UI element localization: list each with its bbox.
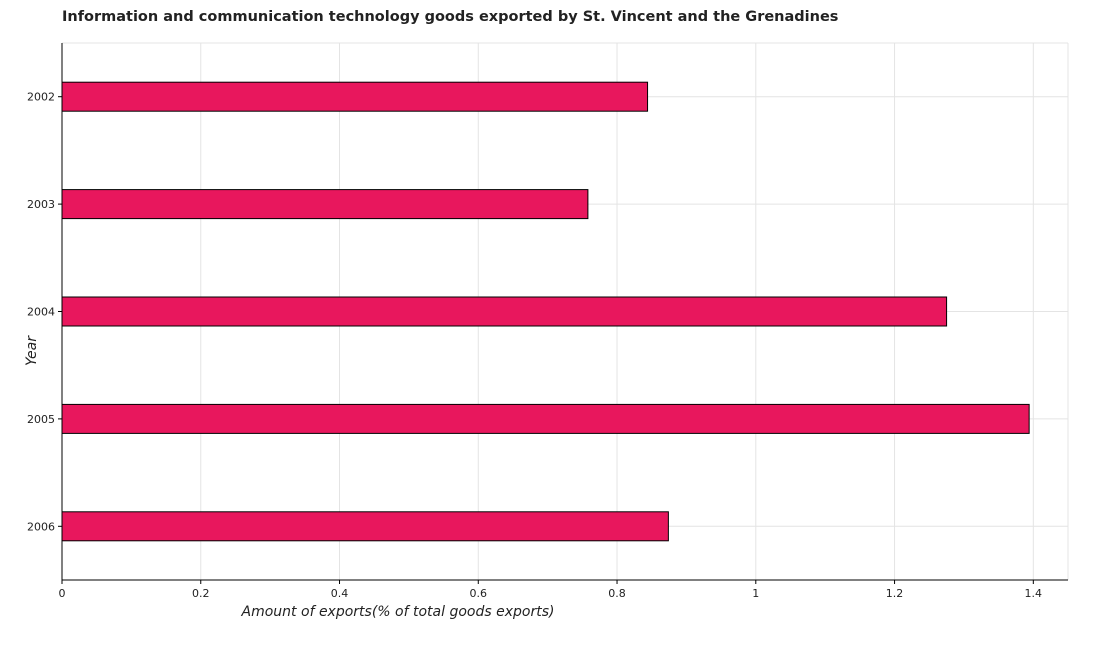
y-tick-label: 2006 xyxy=(27,520,55,533)
bar-2006 xyxy=(61,511,669,542)
x-tick-labels: 0 0.2 0.4 0.6 0.8 1 1.2 1.4 xyxy=(59,587,1043,600)
x-tick-label: 1.2 xyxy=(886,587,904,600)
bar-2003 xyxy=(61,189,589,220)
bar-2002 xyxy=(61,81,649,112)
x-axis-label: Amount of exports(% of total goods expor… xyxy=(241,604,555,620)
y-tick-labels: 2002 2003 2004 2005 2006 xyxy=(27,91,55,534)
x-tick-label: 1 xyxy=(752,587,759,600)
x-tick-label: 0.2 xyxy=(192,587,210,600)
chart-title: Information and communication technology… xyxy=(62,9,839,25)
bar-2005 xyxy=(61,403,1030,434)
bars xyxy=(61,81,1030,542)
x-tick-label: 0.8 xyxy=(608,587,626,600)
x-tick-label: 1.4 xyxy=(1025,587,1043,600)
y-tick-label: 2004 xyxy=(27,306,55,319)
x-tick-label: 0 xyxy=(59,587,66,600)
axes xyxy=(58,43,1068,584)
y-tick-label: 2005 xyxy=(27,413,55,426)
y-tick-label: 2003 xyxy=(27,198,55,211)
y-axis-label: Year xyxy=(24,335,40,366)
bar-2004 xyxy=(61,296,948,327)
x-tick-label: 0.4 xyxy=(331,587,349,600)
x-tick-label: 0.6 xyxy=(470,587,488,600)
y-tick-label: 2002 xyxy=(27,91,55,104)
